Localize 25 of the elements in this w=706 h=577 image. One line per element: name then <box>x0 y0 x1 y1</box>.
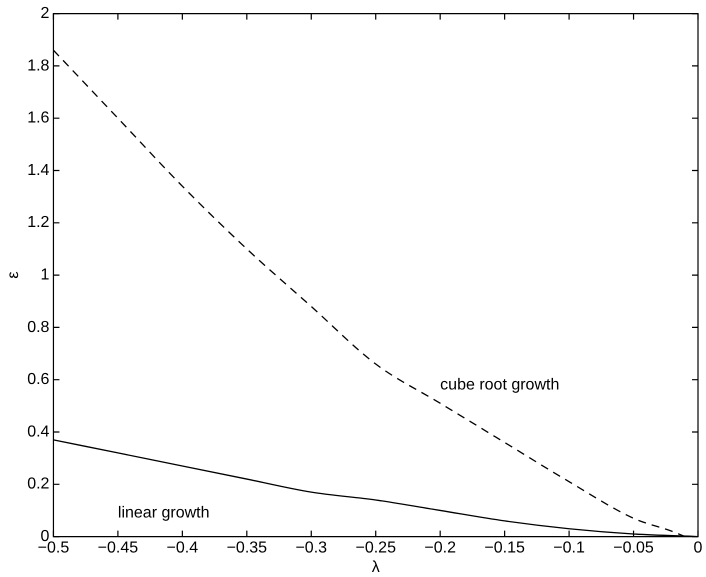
x-tick-label: −0.15 <box>484 540 525 557</box>
y-tick-label: 1.2 <box>27 214 50 232</box>
x-tick-label: −0.2 <box>424 540 456 557</box>
y-tick-label: 1 <box>40 266 50 284</box>
x-tick-label: −0.25 <box>355 540 396 557</box>
x-axis-title: λ <box>372 558 380 576</box>
x-tick-label: −0.3 <box>295 540 328 557</box>
x-tick-label: −0.4 <box>166 540 198 557</box>
x-tick-label: −0.1 <box>553 540 585 557</box>
y-tick-label: 0.4 <box>27 423 50 440</box>
x-tick-label: 0 <box>694 540 703 557</box>
y-tick-label: 1.8 <box>27 57 50 74</box>
x-tick-label: −0.5 <box>38 540 70 557</box>
y-tick-label: 2 <box>40 5 50 22</box>
y-tick-label: 0.8 <box>27 318 50 336</box>
y-axis-title: ε <box>5 272 22 279</box>
x-tick-label: −0.05 <box>613 540 654 557</box>
y-tick-label: 0.6 <box>27 371 50 388</box>
y-tick-label: 0.2 <box>27 476 50 493</box>
annotation: linear growth <box>118 504 210 522</box>
x-tick-label: −0.35 <box>226 540 268 557</box>
x-tick-label: −0.45 <box>98 540 138 557</box>
y-tick-label: 1.4 <box>27 162 50 179</box>
y-tick-label: 1.6 <box>27 110 50 127</box>
annotation: cube root growth <box>440 376 560 394</box>
